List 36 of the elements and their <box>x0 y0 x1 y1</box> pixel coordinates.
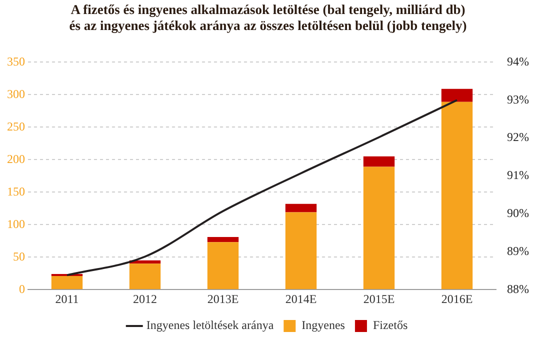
x-tick-label: 2016E <box>441 292 473 306</box>
x-tick-label: 2012 <box>133 292 157 306</box>
bar <box>207 242 239 290</box>
x-tick-label: 2013E <box>207 292 239 306</box>
bar <box>285 204 317 212</box>
line-series <box>66 99 458 276</box>
bar <box>285 212 317 290</box>
y2-tick-label: 92% <box>507 130 530 144</box>
bar <box>129 264 161 290</box>
y-tick-label: 200 <box>7 152 25 166</box>
bar <box>363 156 395 167</box>
y2-tick-label: 88% <box>507 282 530 296</box>
legend-label: Fizetős <box>372 318 408 332</box>
y-tick-label: 250 <box>7 119 25 134</box>
bar <box>207 236 239 242</box>
bar <box>363 166 395 290</box>
y-tick-label: 50 <box>13 249 25 264</box>
y2-tick-label: 94% <box>507 54 530 68</box>
y-tick-label: 150 <box>7 184 25 198</box>
bar <box>441 88 473 102</box>
bar <box>441 102 473 290</box>
y2-tick-label: 90% <box>507 206 530 220</box>
legend-label: Ingyenes <box>302 318 346 332</box>
y2-tick-label: 93% <box>507 92 530 106</box>
bar <box>51 276 83 290</box>
legend-label: Ingyenes letöltések aránya <box>146 318 274 332</box>
y2-tick-label: 89% <box>507 244 530 258</box>
x-tick-label: 2015E <box>363 292 395 306</box>
y2-tick-label: 91% <box>507 168 530 182</box>
y-tick-label: 300 <box>7 86 25 101</box>
chart-title: A fizetős és ingyenes alkalmazások letöltése (bal tengely, milliárd db) és az ingyenes játékok aránya az összes letöltésen belül (jobb tengely) <box>68 2 468 35</box>
x-tick-label: 2011 <box>55 292 79 306</box>
y-tick-label: 350 <box>7 54 25 68</box>
x-tick-label: 2014E <box>285 292 317 306</box>
y-tick-label: 0 <box>19 282 25 296</box>
y-tick-label: 100 <box>7 216 25 231</box>
